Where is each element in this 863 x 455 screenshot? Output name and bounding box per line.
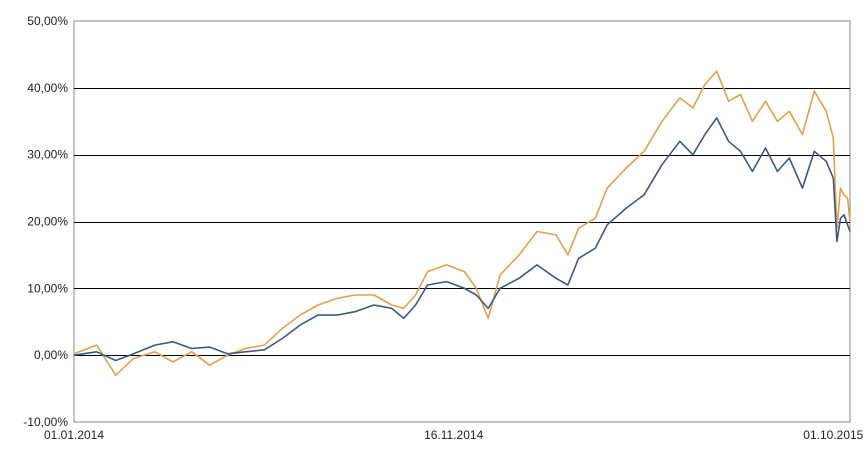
plot-area <box>73 20 851 423</box>
y-tick-label: 50,00% <box>27 14 68 28</box>
y-tick-label: 20,00% <box>27 215 68 229</box>
y-tick-label: 0,00% <box>34 348 68 362</box>
x-tick-label: 01.01.2014 <box>44 428 104 442</box>
y-tick-label: 40,00% <box>27 81 68 95</box>
x-axis: 01.01.2014 16.11.2014 01.10.2015 <box>44 428 863 442</box>
series-group <box>73 70 851 377</box>
series-line-1 <box>73 117 851 362</box>
x-tick-label: 01.10.2015 <box>803 428 863 442</box>
y-tick-label: 10,00% <box>27 281 68 295</box>
grid-lines <box>74 88 850 356</box>
series-line-2 <box>73 70 851 377</box>
y-tick-label: 30,00% <box>27 148 68 162</box>
x-tick-label: 16.11.2014 <box>424 428 483 442</box>
y-axis: -10,00% 0,00% 10,00% 20,00% 30,00% 40,00% 50,0… <box>23 14 68 429</box>
y-tick-label: -10,00% <box>23 415 68 429</box>
